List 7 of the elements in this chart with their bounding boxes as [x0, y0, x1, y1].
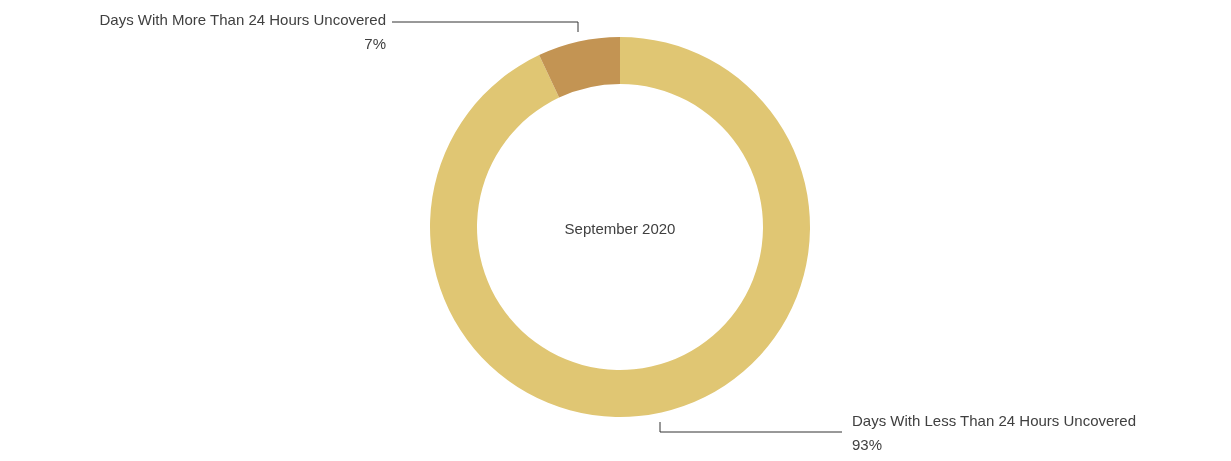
donut-slice: [539, 37, 620, 98]
slice-label: Days With More Than 24 Hours Uncovered: [99, 11, 386, 28]
data-label: 93%: [852, 436, 883, 453]
text: September 2020: [564, 220, 676, 237]
slice-label: Days With Less Than 24 Hours Uncovered: [852, 412, 1137, 429]
data-label: 7%: [364, 35, 386, 52]
donut-slice: [430, 37, 810, 417]
